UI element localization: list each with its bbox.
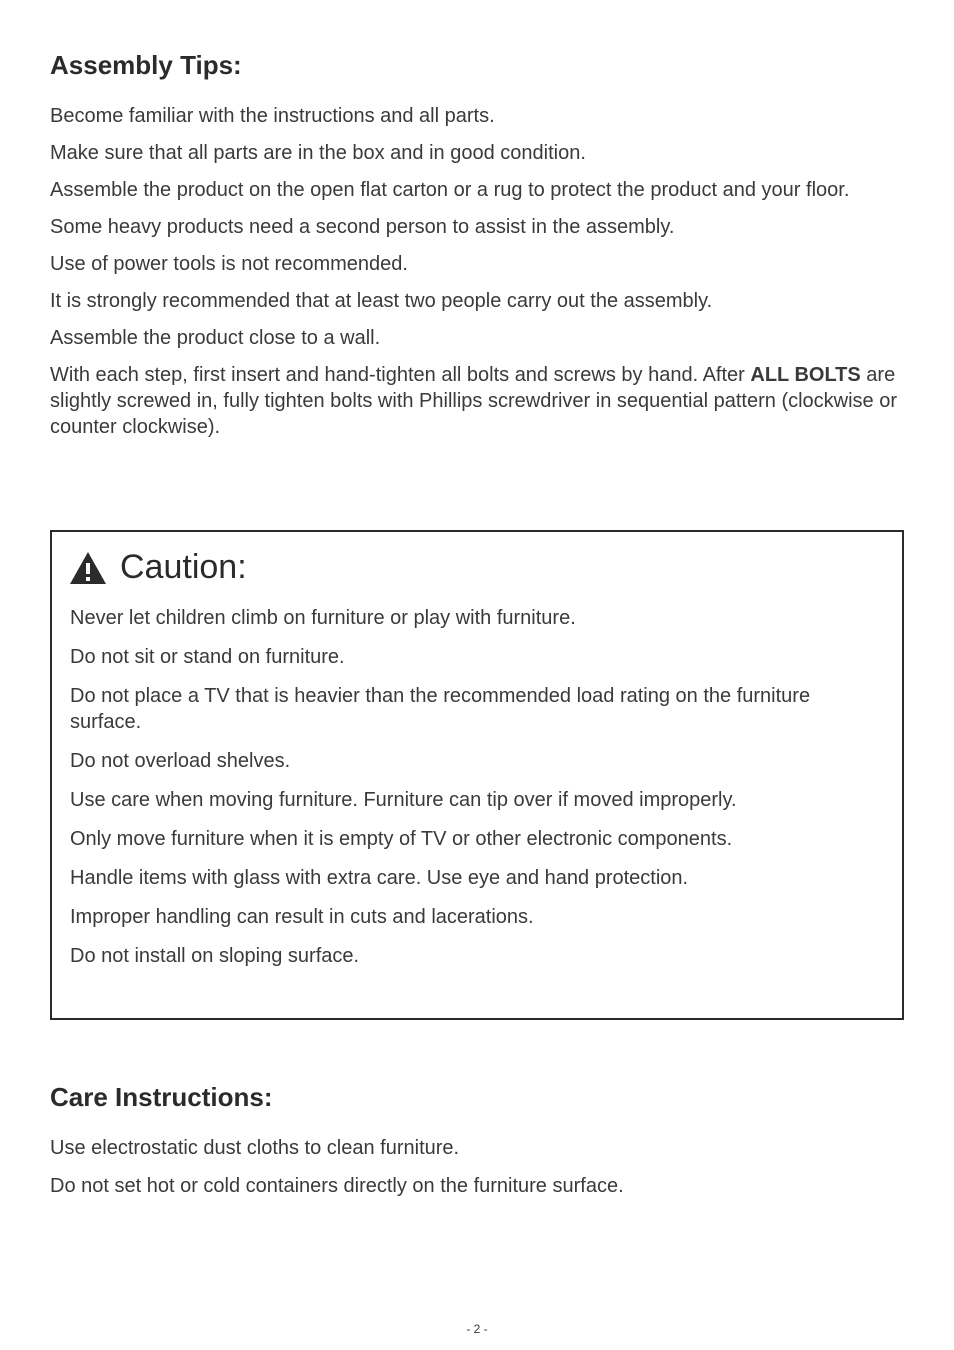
caution-item: Never let children climb on furniture or…	[70, 605, 884, 631]
assembly-tip: Use of power tools is not recommended.	[50, 251, 904, 277]
caution-item: Only move furniture when it is empty of …	[70, 826, 884, 852]
assembly-tip: Become familiar with the instructions an…	[50, 103, 904, 129]
tip-text: With each step, first insert and hand-ti…	[50, 364, 750, 386]
assembly-tips-heading: Assembly Tips:	[50, 50, 904, 81]
warning-triangle-icon	[70, 552, 106, 584]
caution-title: Caution:	[120, 548, 247, 587]
assembly-tip: Assemble the product on the open flat ca…	[50, 177, 904, 203]
care-item: Do not set hot or cold containers direct…	[50, 1173, 904, 1199]
caution-item: Improper handling can result in cuts and…	[70, 904, 884, 930]
caution-item: Do not install on sloping surface.	[70, 943, 884, 969]
assembly-tip: Assemble the product close to a wall.	[50, 325, 904, 351]
care-item: Use electrostatic dust cloths to clean f…	[50, 1135, 904, 1161]
assembly-tip: Some heavy products need a second person…	[50, 214, 904, 240]
assembly-tip-final: With each step, first insert and hand-ti…	[50, 362, 904, 440]
caution-item: Handle items with glass with extra care.…	[70, 865, 884, 891]
caution-box: Caution: Never let children climb on fur…	[50, 530, 904, 1020]
caution-item: Do not overload shelves.	[70, 748, 884, 774]
assembly-tip: Make sure that all parts are in the box …	[50, 140, 904, 166]
caution-item: Use care when moving furniture. Furnitur…	[70, 787, 884, 813]
caution-item: Do not sit or stand on furniture.	[70, 644, 884, 670]
care-instructions: Care Instructions: Use electrostatic dus…	[50, 1082, 904, 1199]
assembly-tip: It is strongly recommended that at least…	[50, 288, 904, 314]
caution-item: Do not place a TV that is heavier than t…	[70, 683, 884, 735]
tip-strong: ALL BOLTS	[750, 364, 860, 386]
caution-header: Caution:	[70, 548, 884, 587]
assembly-tips-list: Become familiar with the instructions an…	[50, 103, 904, 440]
care-heading: Care Instructions:	[50, 1082, 904, 1113]
page-number: - 2 -	[0, 1322, 954, 1336]
